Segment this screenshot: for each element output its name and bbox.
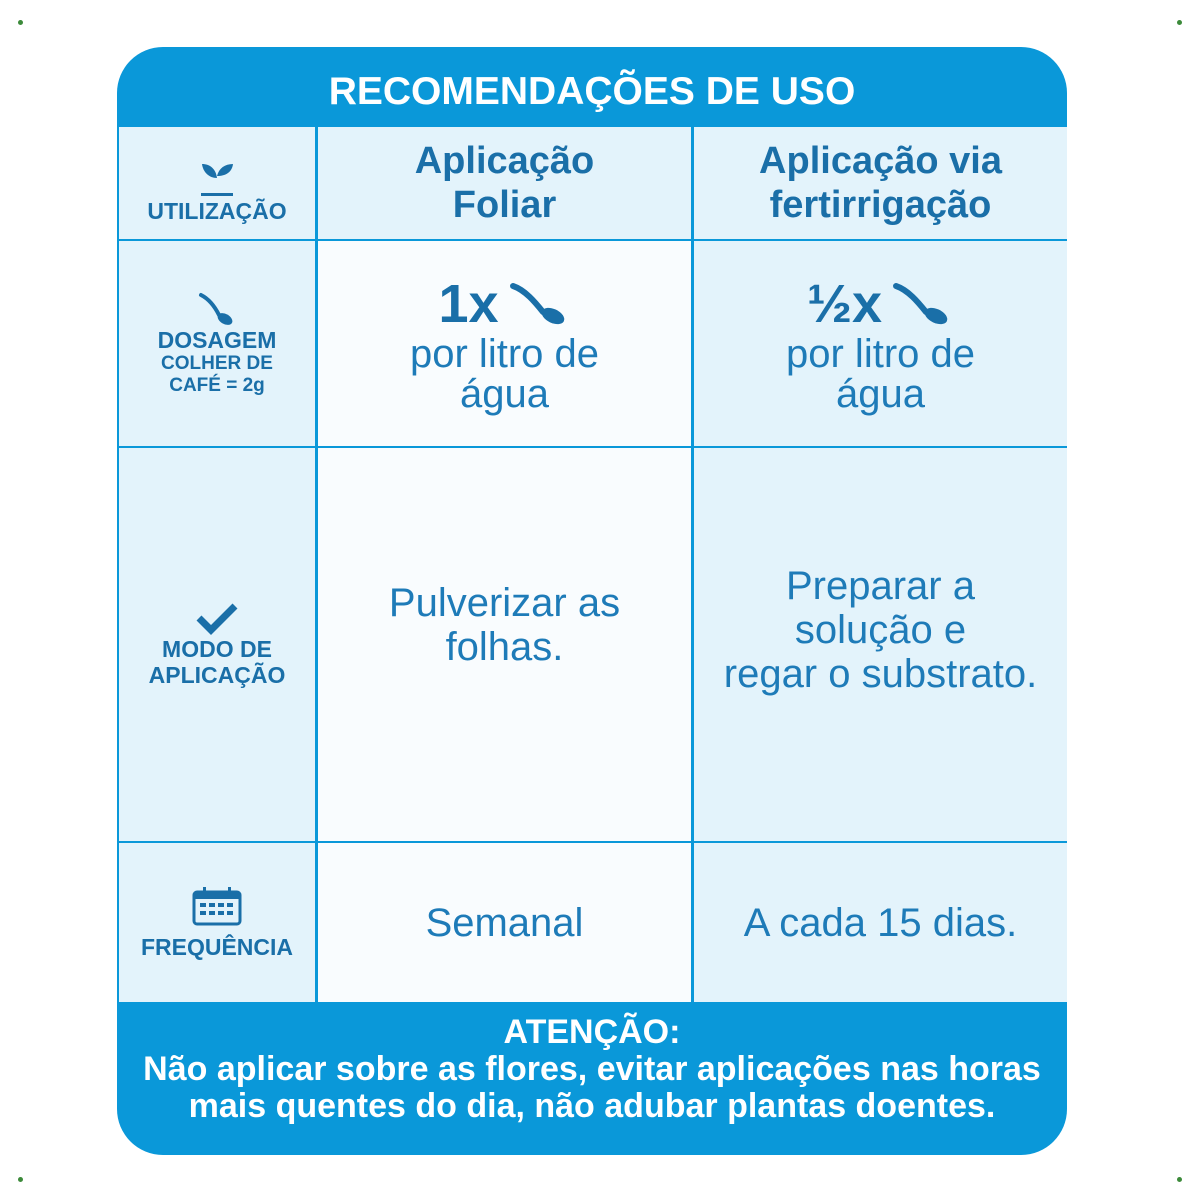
corner-dot [18, 20, 23, 25]
text-line: solução e [794, 607, 967, 652]
column-header: Aplicação Foliar [318, 127, 691, 239]
row-label: APLICAÇÃO [148, 661, 286, 688]
spoon-icon [893, 282, 948, 324]
calendar-icon [192, 886, 242, 925]
spoon-icon [509, 282, 564, 324]
text-line: água [460, 371, 549, 416]
dosage-amount: 1x [438, 276, 570, 332]
label-cell: UTILIZAÇÃO [119, 127, 315, 239]
dosage-amount: ½x [807, 276, 954, 332]
method-cell: Pulverizar as folhas. [318, 448, 691, 841]
row-label: CAFÉ = 2g [169, 374, 265, 396]
row-label: DOSAGEM [157, 326, 277, 353]
text-line: Aplicação via [759, 140, 1002, 182]
text-line: Foliar [452, 184, 557, 226]
corner-dot [1177, 20, 1182, 25]
label-cell: FREQUÊNCIA [119, 843, 315, 1002]
footer-line: Não aplicar sobre as flores, evitar apli… [143, 1049, 1041, 1088]
text-line: fertirrigação [769, 184, 992, 226]
corner-dot [18, 1177, 23, 1182]
row-label: COLHER DE [161, 352, 273, 374]
footer-title: ATENÇÃO: [503, 1012, 681, 1051]
method-cell: Preparar a solução e regar o substrato. [694, 448, 1067, 841]
amount: 1x [438, 273, 499, 334]
footer-line: mais quentes do dia, não adubar plantas … [188, 1086, 996, 1125]
check-icon [196, 603, 238, 635]
text-line: água [836, 371, 925, 416]
frequency-cell: Semanal [318, 843, 691, 1002]
text-line: Preparar a [786, 563, 975, 608]
footer: ATENÇÃO: Não aplicar sobre as flores, ev… [117, 1003, 1067, 1155]
text-line: por litro de [410, 331, 599, 376]
text-line: Aplicação [414, 140, 595, 182]
dosage-cell: 1x por litro de água [318, 241, 691, 446]
dosage-cell: ½x por litro de água [694, 241, 1067, 446]
label-cell: MODO DE APLICAÇÃO [119, 448, 315, 841]
spoon-icon [199, 292, 233, 325]
row-label: FREQUÊNCIA [140, 933, 294, 960]
text-line: A cada 15 dias. [743, 900, 1018, 945]
plant-icon [201, 164, 233, 196]
text-line: Semanal [425, 900, 584, 945]
column-header: Aplicação via fertirrigação [694, 127, 1067, 239]
row-label: UTILIZAÇÃO [147, 198, 287, 224]
text-line: por litro de [786, 331, 975, 376]
card: RECOMENDAÇÕES DE USO UTILIZAÇÃO Aplicaçã… [117, 47, 1067, 1155]
amount: ½x [806, 273, 883, 334]
text-line: Pulverizar as [388, 580, 621, 625]
frequency-cell: A cada 15 dias. [694, 843, 1067, 1002]
corner-dot [1177, 1177, 1182, 1182]
text-line: regar o substrato. [723, 651, 1038, 696]
text-line: folhas. [445, 624, 564, 669]
header-title: RECOMENDAÇÕES DE USO [328, 70, 856, 113]
row-label: MODO DE [162, 635, 272, 662]
label-cell: DOSAGEM COLHER DE CAFÉ = 2g [119, 241, 315, 446]
